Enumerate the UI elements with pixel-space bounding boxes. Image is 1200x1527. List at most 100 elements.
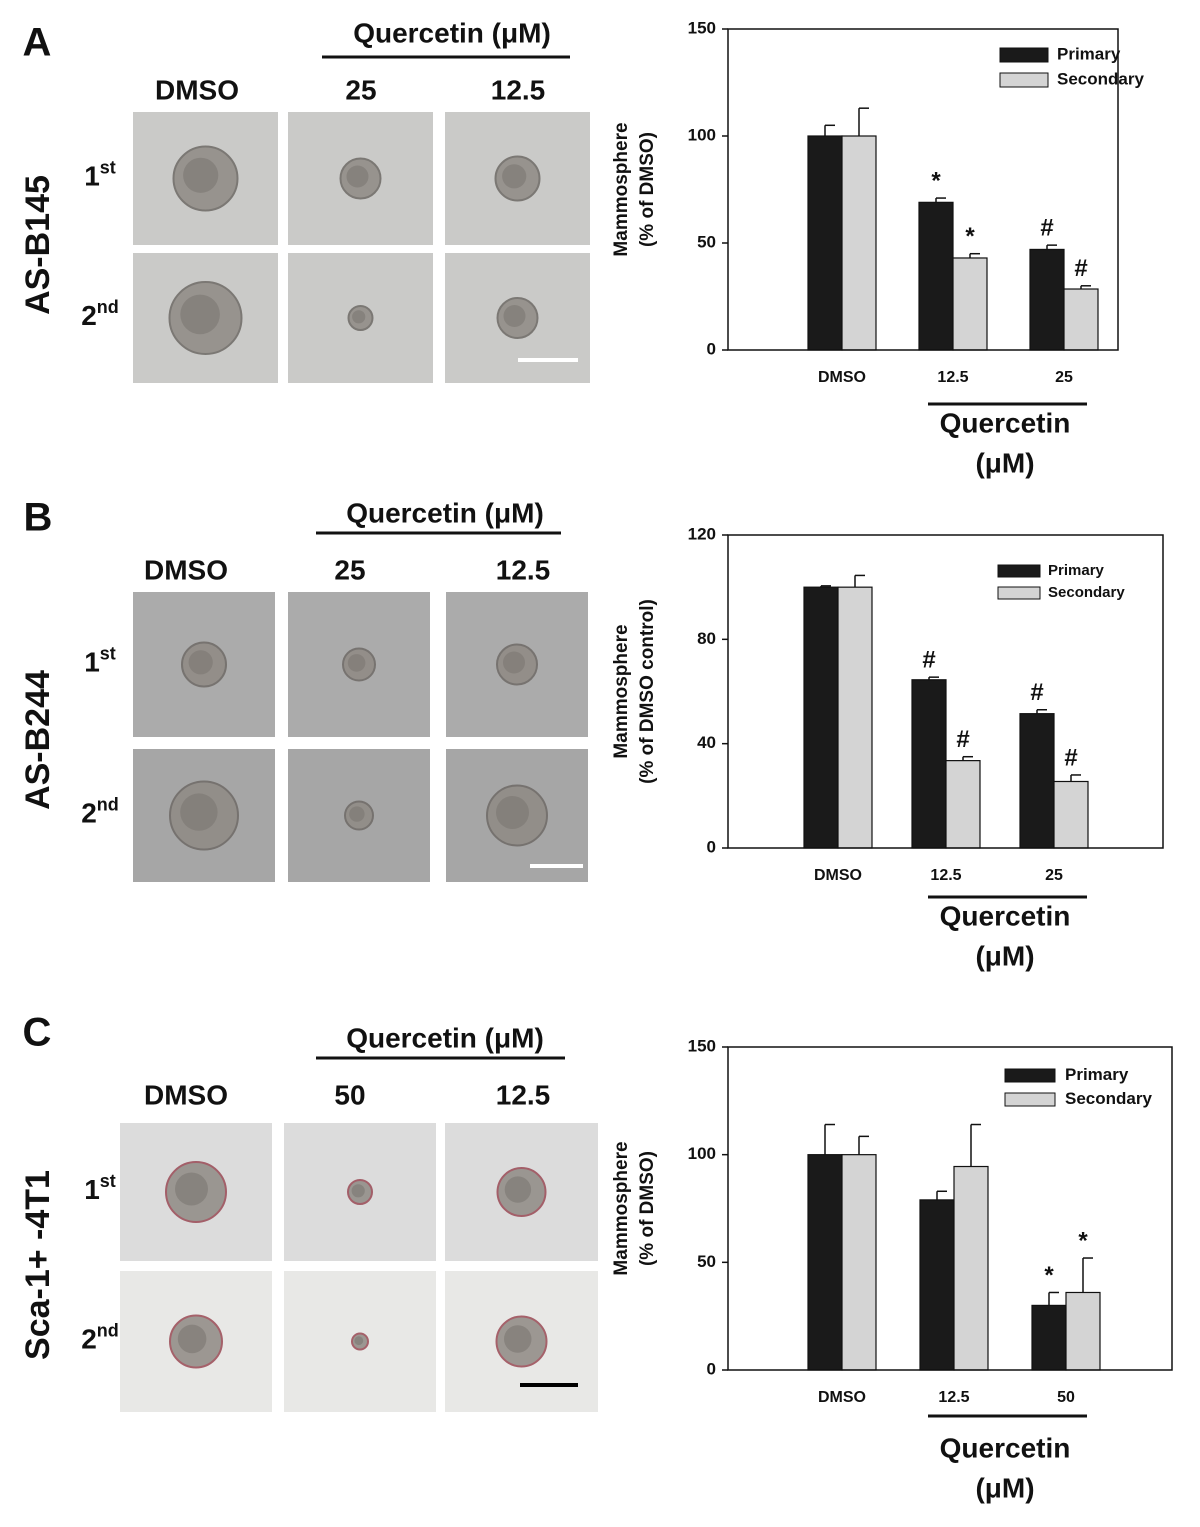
column-header: 25	[345, 74, 376, 105]
column-header: 12.5	[496, 554, 551, 585]
significance-marker: #	[1040, 214, 1053, 241]
cell-line-label: AS-B244	[19, 670, 57, 810]
significance-marker: *	[1044, 1262, 1054, 1289]
legend-label: Secondary	[1057, 69, 1144, 88]
panel-letter: A	[23, 21, 52, 65]
legend-label: Secondary	[1048, 584, 1125, 601]
y-tick-label: 120	[688, 524, 716, 543]
y-axis-label: (% of DMSO)	[637, 1151, 658, 1266]
panel-letter: B	[24, 496, 53, 540]
mammosphere-core	[177, 1324, 207, 1354]
row-label: 1st	[84, 643, 116, 678]
row-label-base: 1	[84, 1174, 100, 1205]
row-label-base: 2	[81, 300, 97, 331]
legend-label: Primary	[1057, 44, 1121, 63]
mammosphere-core	[349, 806, 365, 822]
row-label-base: 2	[81, 1324, 97, 1355]
x-tick-label: 25	[1045, 867, 1063, 884]
x-tick-label: 12.5	[938, 1389, 969, 1406]
legend-swatch	[1004, 1092, 1056, 1107]
row-label-sup: nd	[97, 297, 119, 317]
mammosphere-core	[183, 157, 219, 193]
cell-line-label: AS-B145	[19, 175, 57, 315]
column-header: DMSO	[155, 74, 239, 105]
x-group-label: (μM)	[975, 447, 1034, 478]
mammosphere-core	[502, 164, 527, 189]
significance-marker: #	[1064, 744, 1077, 771]
mammosphere-core	[504, 1325, 532, 1353]
x-tick-label: 25	[1055, 369, 1073, 386]
y-tick-label: 100	[688, 1144, 716, 1163]
mammosphere-core	[503, 651, 525, 674]
row-label-sup: nd	[97, 794, 119, 814]
plot-frame	[727, 1046, 1173, 1371]
y-tick-label: 40	[697, 733, 716, 752]
y-tick-label: 0	[707, 1359, 716, 1378]
x-group-label: (μM)	[975, 1472, 1034, 1503]
mammosphere-core	[180, 294, 220, 335]
row-label-sup: nd	[97, 1320, 119, 1340]
row-label-base: 1	[84, 161, 100, 192]
bar	[841, 135, 877, 351]
bar	[803, 586, 839, 849]
legend-swatch	[1004, 1068, 1056, 1083]
y-tick-label: 50	[697, 1252, 716, 1271]
legend-label: Primary	[1048, 562, 1105, 579]
bar	[1063, 288, 1099, 351]
bar	[1031, 1304, 1067, 1371]
y-tick-label: 150	[688, 1036, 716, 1055]
bar	[837, 586, 873, 849]
column-header: DMSO	[144, 1079, 228, 1110]
y-tick-label: 0	[707, 837, 716, 856]
mammosphere-core	[351, 1184, 365, 1198]
bar	[1053, 780, 1089, 849]
legend-label: Secondary	[1065, 1089, 1152, 1108]
bar	[807, 135, 843, 351]
y-axis-label: Mammosphere	[611, 122, 632, 256]
y-tick-label: 100	[688, 125, 716, 144]
plot-frame	[727, 28, 1119, 351]
mammosphere-core	[347, 654, 366, 672]
bar	[1029, 248, 1065, 351]
column-header: 25	[334, 554, 365, 585]
row-label-base: 1	[84, 647, 100, 678]
significance-marker: *	[1078, 1227, 1088, 1254]
significance-marker: #	[922, 646, 935, 673]
x-group-label: Quercetin	[940, 900, 1071, 931]
y-axis-label: Mammosphere	[611, 1141, 632, 1275]
legend-swatch	[997, 564, 1041, 578]
treatment-group-label: Quercetin (μM)	[346, 497, 544, 528]
mammosphere-core	[504, 1176, 532, 1203]
plot-frame	[727, 534, 1164, 849]
row-label: 1st	[84, 157, 116, 192]
row-label-sup: st	[100, 1171, 116, 1191]
significance-marker: *	[965, 223, 975, 250]
row-label: 2nd	[81, 297, 119, 332]
significance-marker: #	[1030, 679, 1043, 706]
column-header: 50	[334, 1079, 365, 1110]
significance-marker: #	[956, 726, 969, 753]
treatment-group-label: Quercetin (μM)	[346, 1022, 544, 1053]
bar	[807, 1154, 843, 1371]
significance-marker: *	[931, 167, 941, 194]
y-tick-label: 50	[697, 232, 716, 251]
mammosphere-core	[180, 793, 218, 831]
row-label-sup: st	[100, 157, 116, 177]
bar	[841, 1154, 877, 1371]
mammosphere-core	[175, 1172, 208, 1206]
x-tick-label: DMSO	[818, 369, 866, 386]
mammosphere-core	[503, 305, 526, 327]
y-axis-label: Mammosphere	[611, 624, 632, 758]
row-label: 1st	[84, 1171, 116, 1206]
column-header: 12.5	[496, 1079, 551, 1110]
x-group-label: Quercetin	[940, 407, 1071, 438]
mammosphere-core	[352, 310, 366, 324]
cell-line-label: Sca-1+ -4T1	[19, 1170, 57, 1360]
mammosphere-core	[354, 1336, 364, 1346]
y-axis-label: (% of DMSO)	[637, 132, 658, 247]
y-tick-label: 80	[697, 629, 716, 648]
bar	[911, 679, 947, 849]
row-label-sup: st	[100, 643, 116, 663]
x-tick-label: 50	[1057, 1389, 1075, 1406]
